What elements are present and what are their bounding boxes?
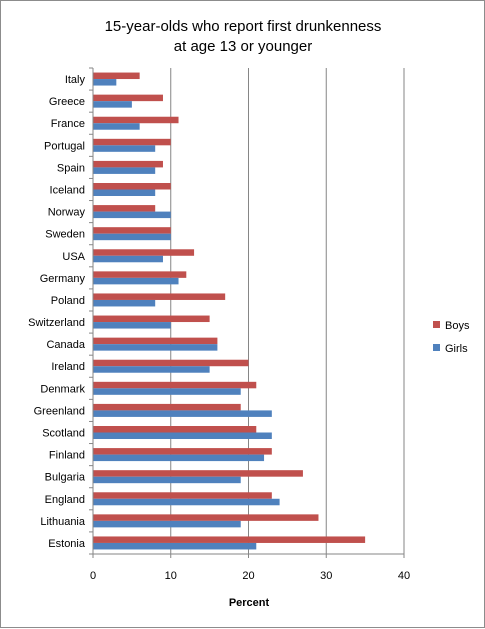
category-label-ireland: Ireland	[51, 361, 85, 373]
bar-boys-poland	[93, 293, 226, 300]
bar-girls-germany	[93, 277, 179, 285]
category-label-switzerland: Switzerland	[28, 317, 85, 329]
bar-boys-sweden	[93, 227, 171, 234]
bar-boys-spain	[93, 160, 163, 168]
axes	[89, 67, 405, 558]
bar-boys-canada	[93, 337, 218, 345]
x-tick-label-20: 20	[242, 570, 254, 582]
category-label-scotland: Scotland	[42, 428, 85, 440]
bar-girls-bulgaria	[93, 476, 241, 484]
bar-girls-france	[93, 123, 140, 130]
bar-girls-poland	[93, 299, 156, 307]
x-tick-label-0: 0	[90, 570, 96, 582]
category-label-greenland: Greenland	[34, 405, 85, 417]
x-tick-labels: 0 10 20 30 40	[90, 570, 410, 582]
bar-girls-england	[93, 498, 280, 506]
bar-girls-denmark	[93, 388, 241, 395]
bar-boys-switzerland	[93, 315, 210, 323]
bar-boys-france	[93, 116, 179, 124]
bar-boys-estonia	[93, 536, 366, 543]
category-label-greece: Greece	[49, 96, 85, 108]
bar-boys-portugal	[93, 138, 171, 146]
legend-label-boys: Boys	[445, 320, 470, 332]
bar-boys-scotland	[93, 426, 257, 433]
bar-girls-iceland	[93, 189, 156, 196]
chart-title-line-2: at age 13 or younger	[174, 38, 312, 55]
category-label-iceland: Iceland	[50, 185, 85, 197]
category-labels: Italy Greece France Portugal Spain Iceland Nor…	[28, 74, 86, 550]
x-axis-label: Percent	[229, 597, 270, 609]
category-label-italy: Italy	[65, 74, 86, 86]
x-tick-label-40: 40	[398, 570, 410, 582]
bar-boys-lithuania	[93, 514, 319, 521]
bar-girls-portugal	[93, 145, 156, 152]
category-label-canada: Canada	[46, 339, 85, 351]
bar-girls-scotland	[93, 432, 272, 439]
legend-label-girls: Girls	[445, 343, 468, 355]
bar-girls-lithuania	[93, 520, 241, 528]
bar-girls-greenland	[93, 410, 272, 417]
legend-swatch-girls	[433, 344, 440, 351]
category-label-estonia: Estonia	[48, 538, 86, 550]
bar-boys-italy	[93, 72, 140, 80]
bar-boys-ireland	[93, 359, 249, 367]
bar-girls-italy	[93, 79, 117, 86]
category-label-france: France	[51, 118, 85, 130]
category-label-portugal: Portugal	[44, 140, 85, 152]
category-label-denmark: Denmark	[40, 383, 85, 395]
category-label-bulgaria: Bulgaria	[45, 472, 86, 484]
bar-girls-canada	[93, 344, 218, 351]
bar-boys-germany	[93, 271, 187, 278]
bar-boys-denmark	[93, 381, 257, 389]
bar-boys-norway	[93, 205, 156, 212]
bar-girls-switzerland	[93, 322, 171, 329]
bar-boys-greenland	[93, 403, 241, 411]
bar-boys-usa	[93, 249, 195, 256]
category-label-germany: Germany	[40, 273, 86, 285]
category-label-usa: USA	[62, 251, 85, 263]
bar-boys-iceland	[93, 183, 171, 190]
category-label-sweden: Sweden	[45, 229, 85, 241]
bar-girls-ireland	[93, 366, 210, 373]
bar-boys-finland	[93, 448, 272, 455]
bar-boys-england	[93, 492, 272, 499]
x-tick-label-30: 30	[320, 570, 332, 582]
chart-title-line-1: 15-year-olds who report first drunkennes…	[105, 18, 382, 35]
category-label-england: England	[45, 494, 85, 506]
category-label-norway: Norway	[48, 207, 86, 219]
bar-girls-finland	[93, 454, 265, 462]
bar-girls-spain	[93, 167, 156, 174]
bar-boys-bulgaria	[93, 470, 303, 477]
legend-swatch-boys	[433, 321, 440, 328]
bar-girls-usa	[93, 255, 163, 263]
bar-girls-estonia	[93, 542, 257, 550]
legend: Boys Girls	[433, 320, 470, 355]
category-label-poland: Poland	[51, 295, 85, 307]
x-tick-label-10: 10	[165, 570, 177, 582]
bar-girls-sweden	[93, 233, 171, 241]
category-label-finland: Finland	[49, 450, 85, 462]
bar-boys-greece	[93, 94, 163, 102]
category-label-spain: Spain	[57, 162, 85, 174]
bar-girls-greece	[93, 101, 132, 108]
category-label-lithuania: Lithuania	[40, 516, 86, 528]
bar-girls-norway	[93, 211, 171, 219]
bars	[93, 72, 366, 550]
